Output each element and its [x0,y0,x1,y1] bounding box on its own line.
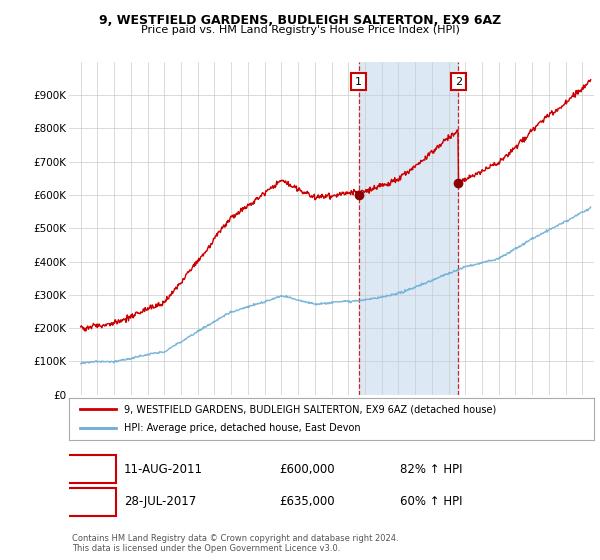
Text: £635,000: £635,000 [279,496,335,508]
Text: 1: 1 [86,463,95,476]
Bar [359,62,458,395]
Text: Contains HM Land Registry data © Crown copyright and database right 2024.
This d: Contains HM Land Registry data © Crown c… [71,534,398,553]
Text: 82% ↑ HPI: 82% ↑ HPI [400,463,462,476]
Text: 2: 2 [455,77,462,87]
Text: Price paid vs. HM Land Registry's House Price Index (HPI): Price paid vs. HM Land Registry's House … [140,25,460,35]
Text: 28-JUL-2017: 28-JUL-2017 [124,496,196,508]
Text: 9, WESTFIELD GARDENS, BUDLEIGH SALTERTON, EX9 6AZ: 9, WESTFIELD GARDENS, BUDLEIGH SALTERTON… [99,14,501,27]
Text: 11-AUG-2011: 11-AUG-2011 [124,463,203,476]
FancyBboxPatch shape [67,455,116,483]
Text: £600,000: £600,000 [279,463,335,476]
Text: 2: 2 [86,496,95,508]
Text: HPI: Average price, detached house, East Devon: HPI: Average price, detached house, East… [124,423,361,433]
Text: 9, WESTFIELD GARDENS, BUDLEIGH SALTERTON, EX9 6AZ (detached house): 9, WESTFIELD GARDENS, BUDLEIGH SALTERTON… [124,404,496,414]
Text: 1: 1 [355,77,362,87]
FancyBboxPatch shape [67,488,116,516]
Text: 60% ↑ HPI: 60% ↑ HPI [400,496,462,508]
